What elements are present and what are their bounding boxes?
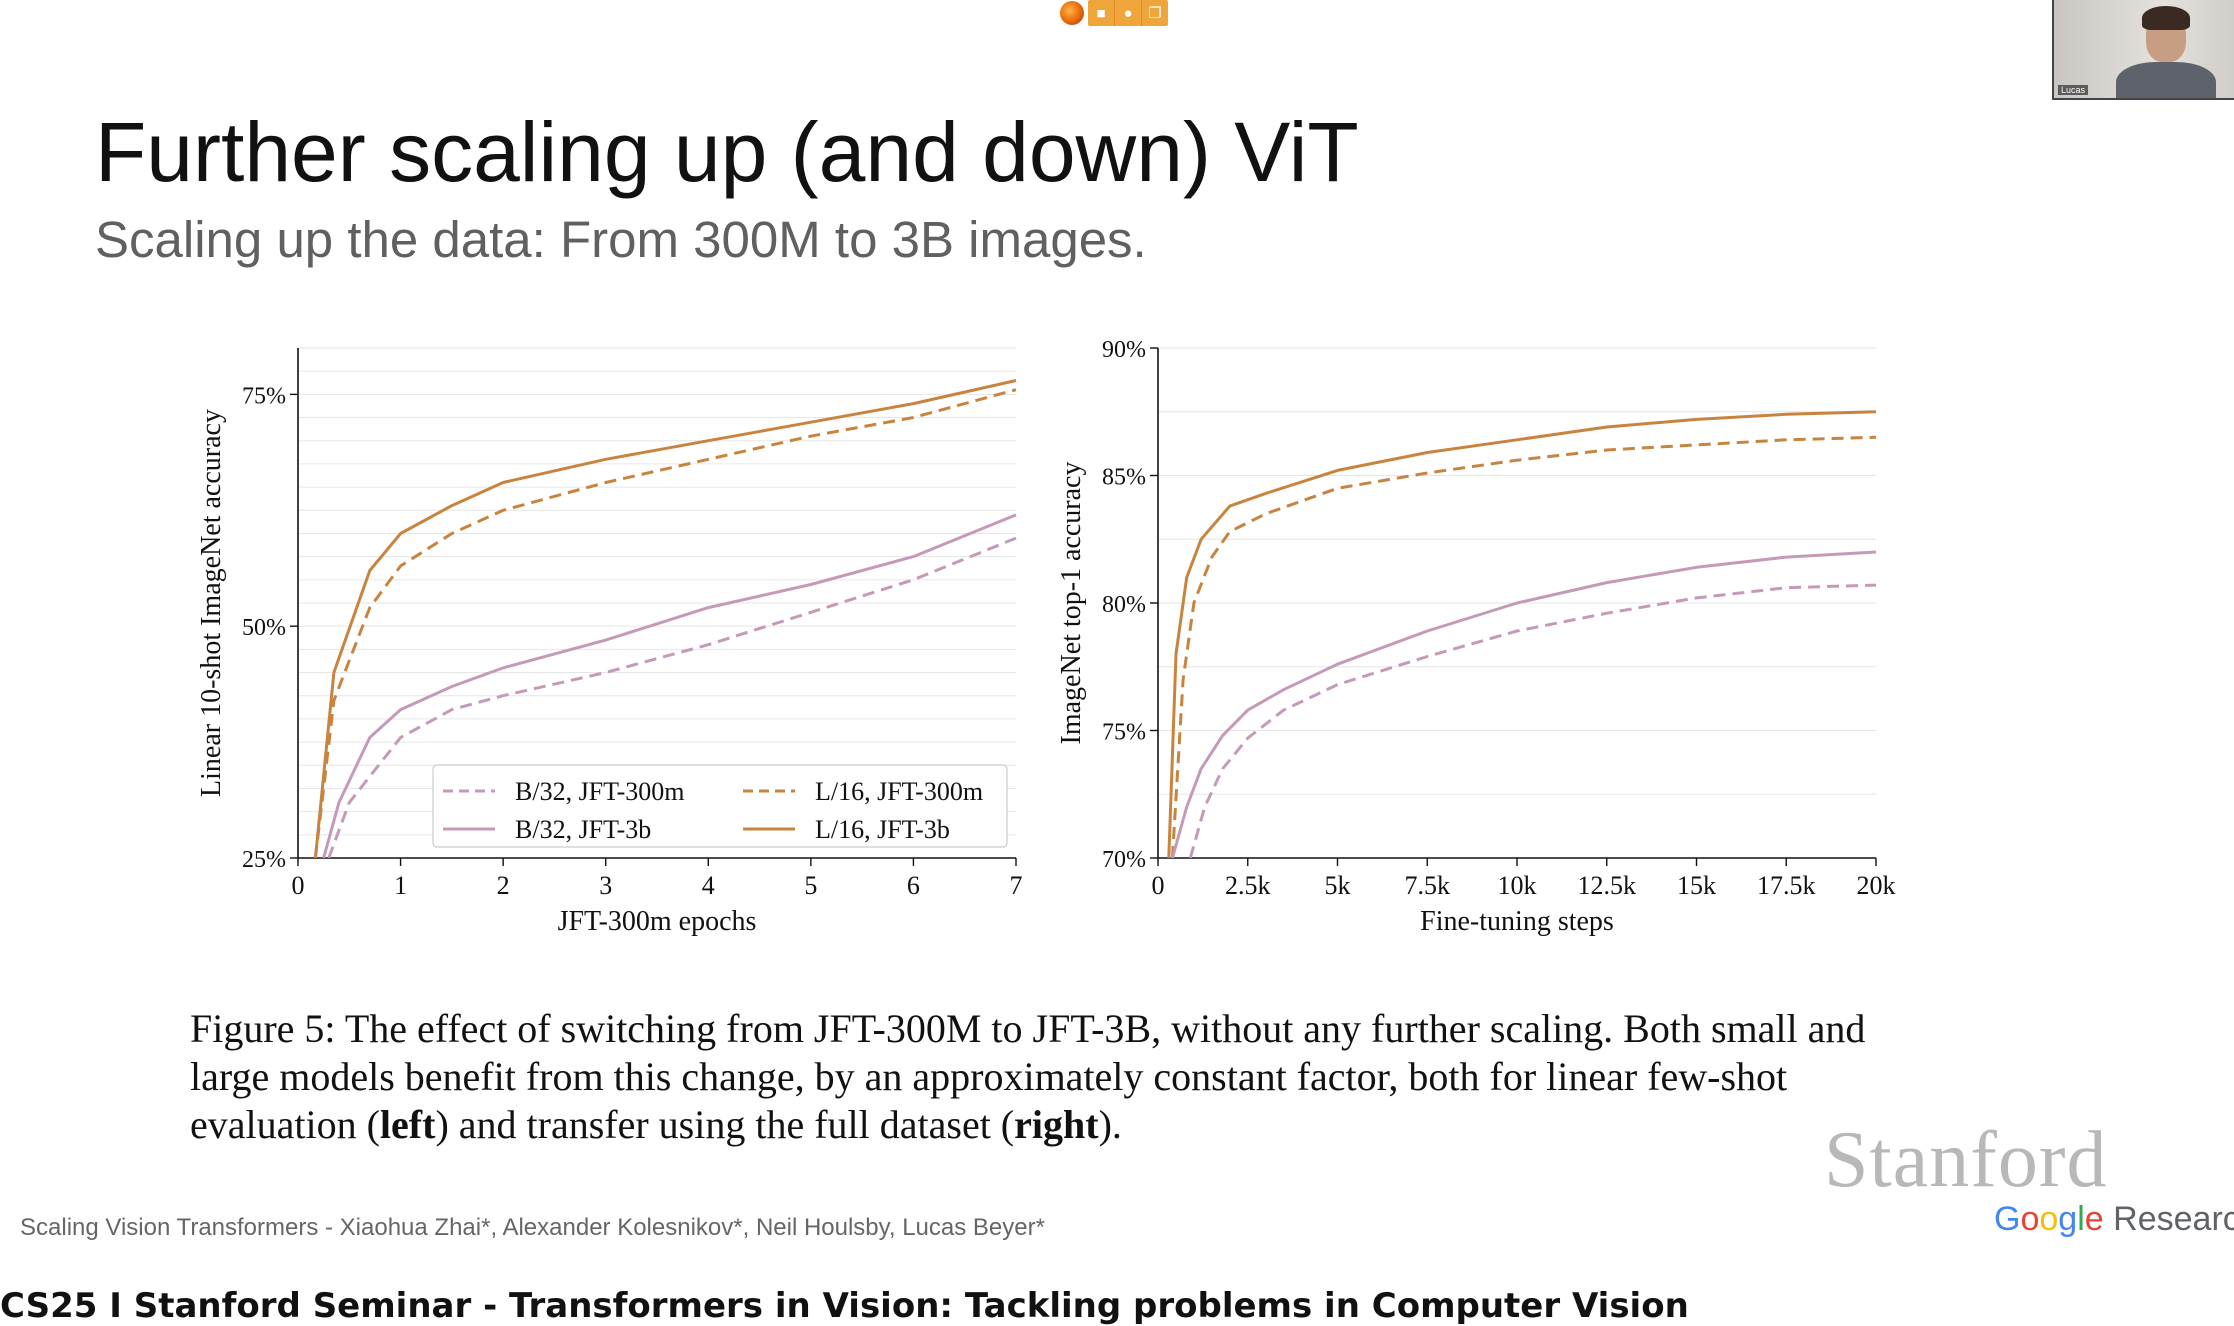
caption-text-1: Figure 5: The effect of switching from J… xyxy=(190,1006,1866,1147)
x-tick-label: 4 xyxy=(702,871,715,900)
x-tick-label: 17.5k xyxy=(1757,871,1816,900)
google-letter: o xyxy=(2020,1200,2040,1238)
x-tick-label: 0 xyxy=(1152,871,1165,900)
y-axis-label: Linear 10-shot ImageNet accuracy xyxy=(196,409,227,797)
series-line-3 xyxy=(1188,583,1877,858)
series-line-1 xyxy=(1170,435,1877,858)
x-tick-label: 2 xyxy=(497,871,510,900)
legend-label: B/32, JFT-3b xyxy=(515,815,651,844)
y-tick-label: 50% xyxy=(242,615,286,641)
y-tick-label: 75% xyxy=(1102,720,1146,746)
y-tick-label: 90% xyxy=(1102,337,1146,363)
x-tick-label: 10k xyxy=(1498,871,1537,900)
legend-label: B/32, JFT-300m xyxy=(515,777,685,806)
slide-subtitle: Scaling up the data: From 300M to 3B ima… xyxy=(95,211,1147,268)
x-tick-label: 7.5k xyxy=(1405,871,1451,900)
x-tick-label: 5 xyxy=(804,871,817,900)
legend-label: L/16, JFT-3b xyxy=(815,815,950,844)
series-line-3 xyxy=(313,379,1017,858)
screen-share-icon[interactable]: ❐ xyxy=(1148,5,1162,22)
x-tick-label: 5k xyxy=(1325,871,1351,900)
figure-caption: Figure 5: The effect of switching from J… xyxy=(190,1005,1930,1149)
firefox-icon xyxy=(1060,1,1084,25)
y-tick-label: 80% xyxy=(1102,592,1146,618)
mic-icon[interactable]: ● xyxy=(1115,0,1142,26)
slide-title: Further scaling up (and down) ViT xyxy=(95,105,1359,199)
x-tick-label: 12.5k xyxy=(1578,871,1637,900)
stanford-logo: Stanford xyxy=(1824,1116,2108,1204)
participant-video: Lucas xyxy=(2052,0,2234,100)
y-tick-label: 25% xyxy=(242,847,286,873)
series-line-0 xyxy=(1167,410,1877,858)
x-tick-label: 20k xyxy=(1857,871,1896,900)
caption-bold-left: left xyxy=(379,1102,436,1147)
video-title-banner: CS25 I Stanford Seminar - Transformers i… xyxy=(0,1286,1689,1326)
google-letter: G xyxy=(1994,1200,2021,1238)
legend-box xyxy=(432,764,1008,848)
camera-icon[interactable]: ■ xyxy=(1088,0,1115,26)
google-letter: o xyxy=(2039,1200,2059,1238)
caption-bold-right: right xyxy=(1014,1102,1099,1147)
participant-name: Lucas xyxy=(2058,85,2089,95)
share-controls: ■ ● ❐ xyxy=(1088,0,1168,26)
series-line-0 xyxy=(327,536,1017,858)
y-tick-label: 70% xyxy=(1102,847,1146,873)
x-tick-label: 6 xyxy=(907,871,920,900)
google-letter: l xyxy=(2077,1200,2085,1238)
y-tick-label: 85% xyxy=(1102,465,1146,491)
x-tick-label: 3 xyxy=(599,871,612,900)
google-letter: e xyxy=(2084,1200,2104,1238)
right-chart: 0 2.5k 5k 7.5k 10k 12.5k 15k 17.5k 20k 70% 75% 80% 8… xyxy=(1056,337,1896,937)
screen-share-toolbar: ■ ● ❐ xyxy=(1060,0,1168,26)
paper-credit: Scaling Vision Transformers - Xiaohua Zh… xyxy=(20,1214,1045,1241)
google-research-logo: Google Research xyxy=(1994,1200,2234,1239)
x-tick-label: 15k xyxy=(1677,871,1716,900)
caption-text-3: ). xyxy=(1098,1102,1122,1147)
left-chart: 0 1 2 3 4 5 6 7 25% 50% 75% JFT-300m epochs Linear 1… xyxy=(196,347,1023,937)
x-tick-label: 0 xyxy=(292,871,305,900)
google-letter: g xyxy=(2058,1200,2078,1238)
y-tick-label: 75% xyxy=(242,383,286,409)
series-line-1 xyxy=(322,513,1017,858)
x-tick-label: 2.5k xyxy=(1225,871,1271,900)
legend-label: L/16, JFT-300m xyxy=(815,777,983,806)
x-axis-label: JFT-300m epochs xyxy=(558,906,757,937)
x-axis-label: Fine-tuning steps xyxy=(1420,906,1614,937)
y-axis-label: ImageNet top-1 accuracy xyxy=(1056,462,1087,745)
research-text: Research xyxy=(2113,1200,2234,1238)
x-tick-label: 1 xyxy=(394,871,407,900)
series-line-2 xyxy=(1170,550,1877,858)
series-line-2 xyxy=(313,388,1017,858)
x-tick-label: 7 xyxy=(1010,871,1023,900)
caption-text-2: ) and transfer using the full dataset ( xyxy=(435,1102,1015,1147)
